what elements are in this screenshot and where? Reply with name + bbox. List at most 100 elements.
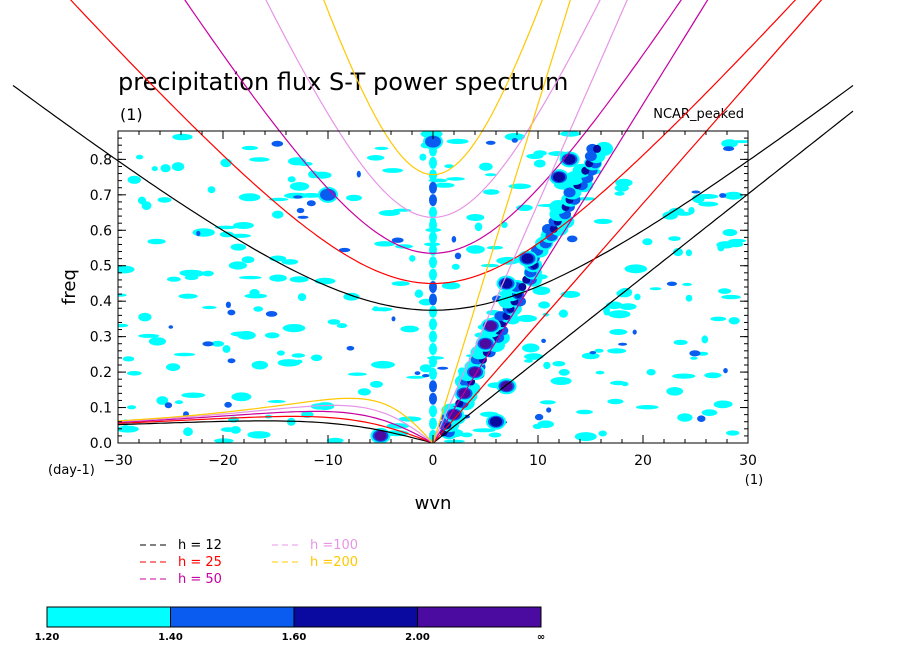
ridge-patch bbox=[563, 187, 576, 198]
y-tick-label: 0.0 bbox=[90, 436, 112, 452]
noise-patch bbox=[225, 301, 231, 308]
peak-core bbox=[500, 381, 513, 392]
noise-patch bbox=[181, 392, 206, 398]
ridge-patch bbox=[518, 283, 527, 291]
noise-patch bbox=[516, 314, 537, 323]
noise-patch bbox=[296, 207, 305, 214]
noise-patch bbox=[166, 363, 181, 371]
noise-patch bbox=[382, 168, 404, 173]
noise-patch bbox=[723, 191, 743, 200]
noise-patch bbox=[164, 402, 173, 409]
noise-patch bbox=[666, 387, 684, 396]
peak-core bbox=[521, 253, 534, 264]
noise-patch bbox=[534, 413, 544, 421]
noise-patch bbox=[183, 427, 193, 437]
noise-patch bbox=[508, 183, 532, 190]
ridge-patch bbox=[593, 144, 602, 153]
noise-patch bbox=[118, 425, 139, 433]
noise-patch bbox=[419, 153, 427, 161]
noise-patch bbox=[293, 195, 303, 199]
y-tick-label: 0.1 bbox=[90, 401, 112, 417]
noise-patch bbox=[224, 401, 232, 408]
noise-patch bbox=[249, 157, 270, 162]
noise-patch bbox=[685, 249, 693, 257]
rossby-curve bbox=[118, 397, 434, 443]
title-unit: (1) bbox=[120, 105, 143, 124]
noise-patch bbox=[391, 237, 404, 243]
noise-patch bbox=[481, 263, 499, 268]
noise-patch bbox=[558, 369, 570, 376]
colorbar-segment bbox=[293, 606, 418, 628]
noise-patch bbox=[466, 245, 485, 254]
noise-patch bbox=[268, 197, 289, 202]
noise-patch bbox=[446, 138, 469, 144]
legend-label: h = 25 bbox=[178, 555, 222, 570]
noise-patch bbox=[522, 343, 540, 353]
legend-label: h = 12 bbox=[178, 538, 222, 553]
x-tick-label: −10 bbox=[313, 453, 343, 469]
axis-ticks: −30 −20 −10 0 10 20 30 0.0 0.1 0.2 0.3 0.4 0.5 0.6 0.7… bbox=[90, 131, 757, 469]
noise-patch bbox=[619, 303, 637, 310]
noise-patch bbox=[171, 162, 185, 172]
noise-patch bbox=[251, 360, 268, 370]
noise-patch bbox=[184, 275, 199, 281]
noise-patch bbox=[227, 358, 236, 364]
noise-patch bbox=[291, 353, 306, 358]
noise-patch bbox=[646, 369, 656, 376]
colorbar-segment bbox=[46, 606, 171, 628]
noise-patch bbox=[267, 400, 286, 403]
noise-patch bbox=[127, 175, 141, 184]
noise-patch bbox=[485, 140, 496, 145]
noise-patch bbox=[336, 323, 348, 329]
x-tick-label: 20 bbox=[634, 453, 652, 469]
noise-patch bbox=[501, 221, 508, 228]
noise-patch bbox=[606, 301, 623, 310]
ridge-patch bbox=[595, 141, 614, 156]
noise-patch bbox=[526, 153, 544, 159]
zero-wvn-patch bbox=[429, 206, 437, 219]
noise-patch bbox=[372, 306, 379, 312]
noise-patch bbox=[222, 345, 231, 353]
noise-patch bbox=[446, 177, 465, 181]
x-tick-label: 10 bbox=[529, 453, 547, 469]
noise-patch bbox=[287, 176, 296, 183]
noise-patch bbox=[277, 359, 301, 367]
noise-patch bbox=[141, 201, 152, 211]
noise-patch bbox=[673, 339, 688, 345]
zero-wvn-patch bbox=[429, 293, 437, 306]
noise-patch bbox=[726, 430, 740, 436]
y-tick-label: 0.4 bbox=[90, 294, 112, 310]
noise-patch bbox=[338, 247, 351, 253]
noise-patch bbox=[451, 263, 460, 270]
noise-patch bbox=[609, 329, 628, 335]
noise-patch bbox=[371, 360, 395, 369]
noise-patch bbox=[127, 371, 142, 376]
noise-patch bbox=[621, 381, 629, 387]
noise-patch bbox=[214, 438, 234, 443]
x-tick-label: −20 bbox=[208, 453, 238, 469]
noise-patch bbox=[437, 366, 449, 370]
peak-core bbox=[427, 136, 439, 147]
noise-patch bbox=[398, 416, 422, 422]
noise-patch bbox=[202, 270, 214, 277]
noise-patch bbox=[249, 289, 260, 297]
noise-patch bbox=[668, 236, 681, 242]
noise-patch bbox=[532, 286, 551, 296]
inertia-gravity-curve bbox=[12, 85, 854, 311]
x-axis-unit: (1) bbox=[745, 473, 763, 488]
kelvin-curve bbox=[432, 0, 628, 444]
rossby-curve bbox=[118, 404, 434, 443]
noise-patch bbox=[615, 178, 633, 187]
noise-patch bbox=[406, 375, 426, 379]
noise-patch bbox=[689, 350, 701, 357]
noise-patch bbox=[247, 431, 271, 439]
colorbar-label: 1.20 bbox=[35, 632, 60, 643]
y-axis-unit: (day-1) bbox=[48, 463, 95, 478]
noise-patch bbox=[624, 264, 648, 274]
peak-core bbox=[448, 409, 460, 420]
noise-patch bbox=[414, 289, 424, 298]
kelvin-curve bbox=[432, 0, 709, 444]
noise-patch bbox=[231, 392, 252, 402]
noise-patch bbox=[697, 415, 706, 423]
noise-patch bbox=[230, 243, 246, 251]
